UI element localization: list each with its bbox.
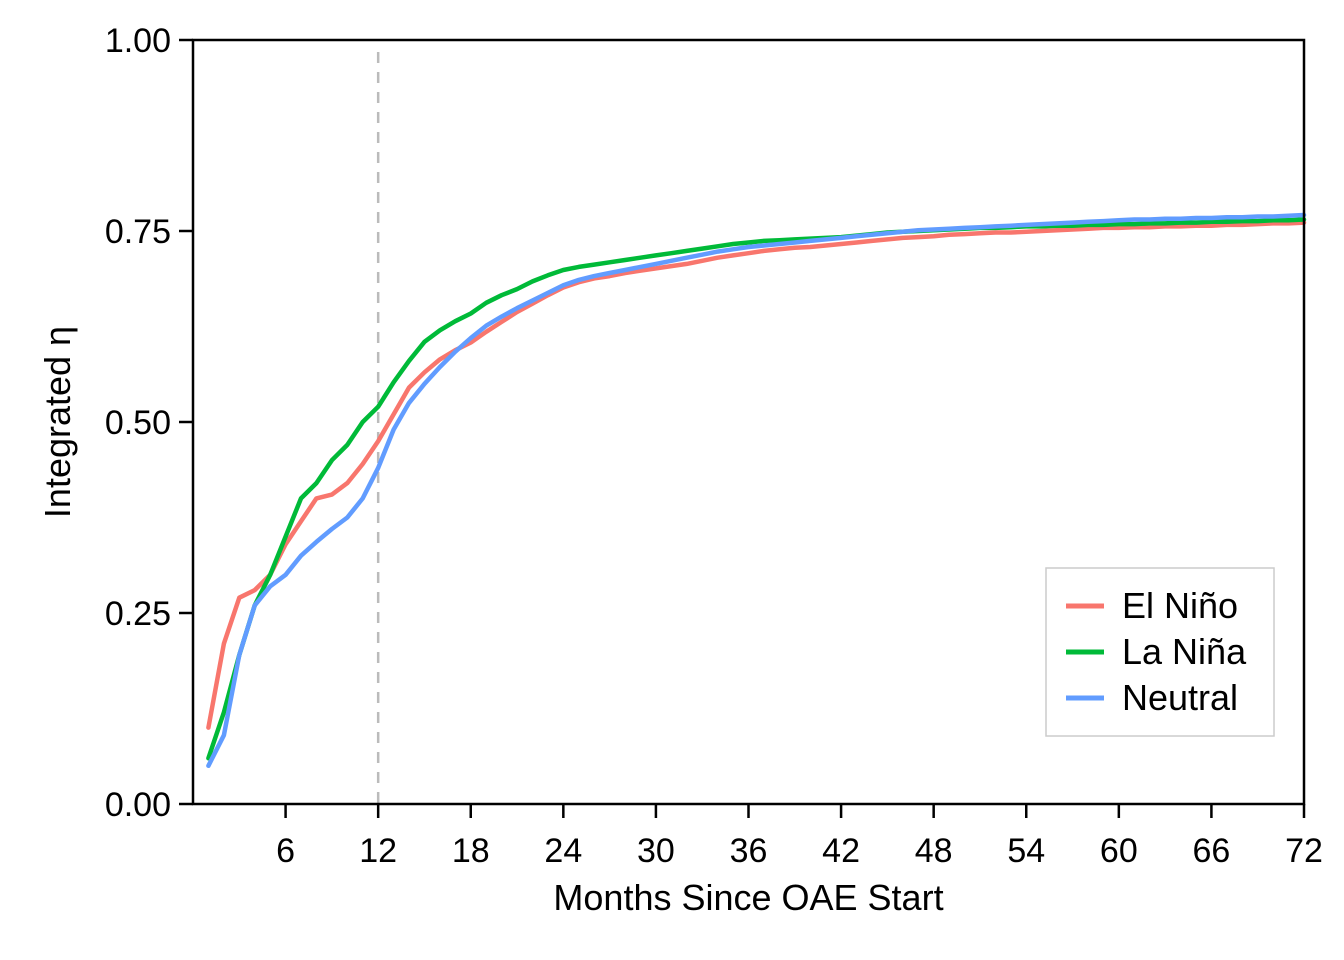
x-axis: 6 12 18 24 30 36 42 48 54 60 66 72 (276, 804, 1323, 870)
legend: El Niño La Niña Neutral (1045, 567, 1275, 737)
x-axis-title: Months Since OAE Start (553, 877, 943, 918)
legend-label: Neutral (1122, 677, 1238, 718)
y-axis: 0.00 0.25 0.50 0.75 1.00 (105, 22, 193, 824)
x-tick-label: 54 (1007, 832, 1045, 870)
plot-frame (191, 38, 1306, 806)
y-tick-label: 0.00 (105, 786, 171, 824)
y-tick-label: 0.75 (105, 213, 171, 251)
series-line-1 (206, 217, 1307, 761)
x-tick-label: 6 (276, 832, 295, 870)
x-tick-label: 42 (822, 832, 860, 870)
x-tick-label: 36 (730, 832, 768, 870)
legend-label: El Niño (1122, 585, 1238, 626)
x-tick-label: 12 (359, 832, 397, 870)
series-line-0 (206, 220, 1307, 730)
y-tick-label: 1.00 (105, 22, 171, 60)
y-tick-label: 0.25 (105, 595, 171, 633)
y-tick-label: 0.50 (105, 404, 171, 442)
x-tick-label: 66 (1193, 832, 1231, 870)
x-tick-label: 60 (1100, 832, 1138, 870)
series-line-2 (206, 212, 1307, 769)
series-lines (206, 212, 1307, 769)
y-axis-title: Integrated η (37, 326, 78, 518)
legend-label: La Niña (1122, 631, 1247, 672)
x-tick-label: 24 (544, 832, 582, 870)
x-tick-label: 48 (915, 832, 953, 870)
x-tick-label: 72 (1285, 832, 1323, 870)
x-tick-label: 18 (452, 832, 490, 870)
x-tick-label: 30 (637, 832, 675, 870)
